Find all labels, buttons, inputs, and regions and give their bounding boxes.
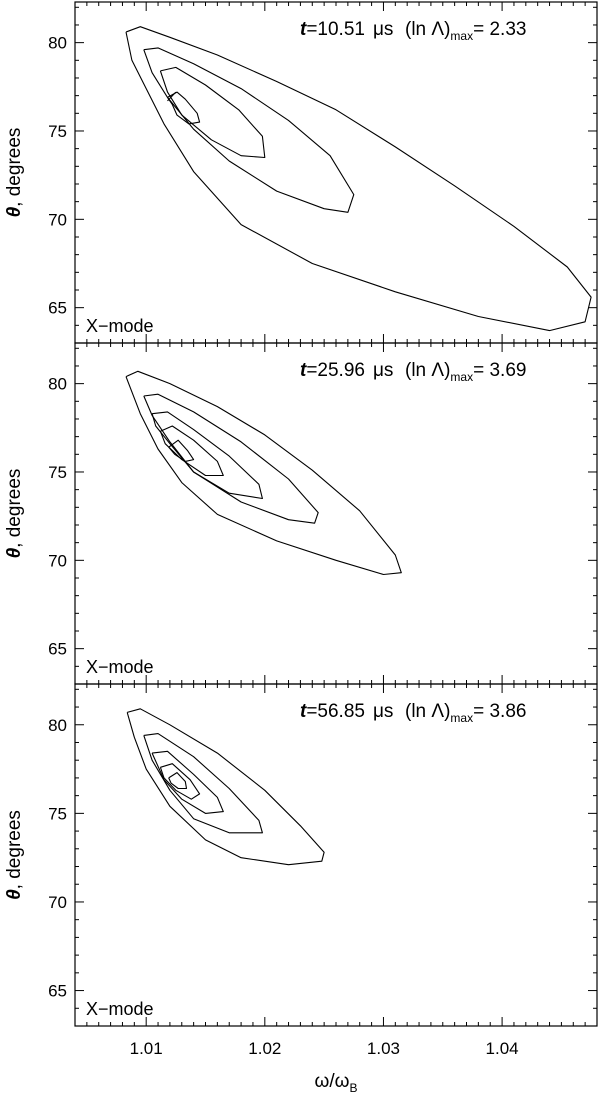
x-tick-label: 1.01: [130, 1039, 163, 1058]
time-unit: μs: [373, 19, 393, 40]
lambda-value: = 2.33: [473, 19, 526, 40]
y-tick-label: 65: [48, 640, 67, 659]
time-label: t=56.85 μs: [300, 701, 393, 722]
contour-level-3: [151, 750, 224, 814]
y-tick-label: 65: [48, 982, 67, 1001]
x-tick-label: 1.02: [248, 1039, 281, 1058]
contour-lines: [125, 370, 402, 576]
contour-level-2: [143, 393, 319, 524]
y-axis-symbol: θ: [4, 206, 25, 217]
contour-level-5: [168, 772, 188, 790]
y-axis-symbol: θ: [4, 547, 25, 558]
y-axis-symbol: θ: [4, 889, 25, 900]
time-symbol: t: [300, 19, 307, 40]
lambda-label: (ln Λ)max= 2.33: [405, 19, 526, 43]
x-axis-symbol: ω/ω: [315, 1071, 350, 1092]
y-axis-text: , degrees: [4, 810, 25, 889]
time-unit: μs: [373, 360, 393, 381]
panel-3: 65 70 75 80 t=56.85 μs (ln Λ)max= 3.86 X−mode θ,…: [4, 683, 598, 1027]
y-axis-text: , degrees: [4, 469, 25, 548]
panel-2: 65 70 75 80 t=25.96 μs (ln Λ)max= 3.69 X−mode θ,…: [4, 342, 598, 685]
y-axis-text: , degrees: [4, 128, 25, 207]
y-tick-label: 70: [48, 551, 67, 570]
y-tick-label: 80: [48, 34, 67, 53]
contour-level-1: [126, 708, 325, 866]
time-value: =10.51: [306, 19, 365, 40]
contour-level-5: [168, 439, 195, 462]
mode-label: X−mode: [86, 316, 154, 336]
plot-frame: [74, 1, 598, 344]
lambda-subscript: max: [450, 29, 473, 43]
y-axis-label: θ, degrees: [4, 469, 25, 559]
x-axis-subscript: B: [349, 1081, 357, 1094]
time-label: t=10.51 μs: [300, 19, 393, 40]
lambda-prefix: (ln Λ): [405, 19, 450, 40]
contour-level-4: [167, 91, 201, 125]
x-axis-label: ω/ωB: [315, 1071, 358, 1094]
lambda-subscript: max: [450, 711, 473, 725]
lambda-label: (ln Λ)max= 3.86: [405, 701, 526, 725]
contour-level-4: [159, 763, 201, 800]
y-tick-label: 80: [48, 375, 67, 394]
y-tick-label: 80: [48, 716, 67, 735]
y-tick-label: 65: [48, 299, 67, 318]
contour-lines: [125, 26, 592, 332]
y-tick-label: 70: [48, 893, 67, 912]
plot-frame: [74, 683, 598, 1027]
y-tick-label: 75: [48, 122, 67, 141]
contour-lines: [126, 708, 325, 866]
lambda-value: = 3.86: [473, 701, 526, 722]
x-axis: 1.01 1.02 1.03 1.04 ω/ωB: [130, 1039, 519, 1094]
lambda-prefix: (ln Λ): [405, 701, 450, 722]
time-symbol: t: [300, 701, 307, 722]
lambda-subscript: max: [450, 370, 473, 384]
time-symbol: t: [300, 360, 307, 381]
contour-level-1: [125, 26, 592, 332]
panel-1: 65 70 75 80 t=10.51 μs (ln Λ)max= 2.33 X−mode θ,…: [4, 1, 598, 344]
y-tick-label: 75: [48, 804, 67, 823]
contour-level-3: [151, 411, 263, 500]
x-tick-label: 1.04: [486, 1039, 519, 1058]
lambda-prefix: (ln Λ): [405, 360, 450, 381]
y-axis-label: θ, degrees: [4, 810, 25, 900]
plot-frame: [74, 342, 598, 685]
contour-level-5: [167, 91, 177, 102]
y-tick-label: 70: [48, 210, 67, 229]
mode-label: X−mode: [86, 657, 154, 677]
time-label: t=25.96 μs: [300, 360, 393, 381]
time-value: =56.85: [306, 701, 365, 722]
y-axis-label: θ, degrees: [4, 128, 25, 218]
x-tick-label: 1.03: [367, 1039, 400, 1058]
contour-level-3: [159, 66, 266, 159]
lambda-value: = 3.69: [473, 360, 526, 381]
lambda-label: (ln Λ)max= 3.69: [405, 360, 526, 384]
contour-level-1: [125, 370, 402, 576]
contour-level-4: [159, 425, 224, 477]
mode-label: X−mode: [86, 999, 154, 1019]
y-tick-label: 75: [48, 463, 67, 482]
time-unit: μs: [373, 701, 393, 722]
time-value: =25.96: [306, 360, 365, 381]
contour-level-2: [143, 47, 355, 213]
